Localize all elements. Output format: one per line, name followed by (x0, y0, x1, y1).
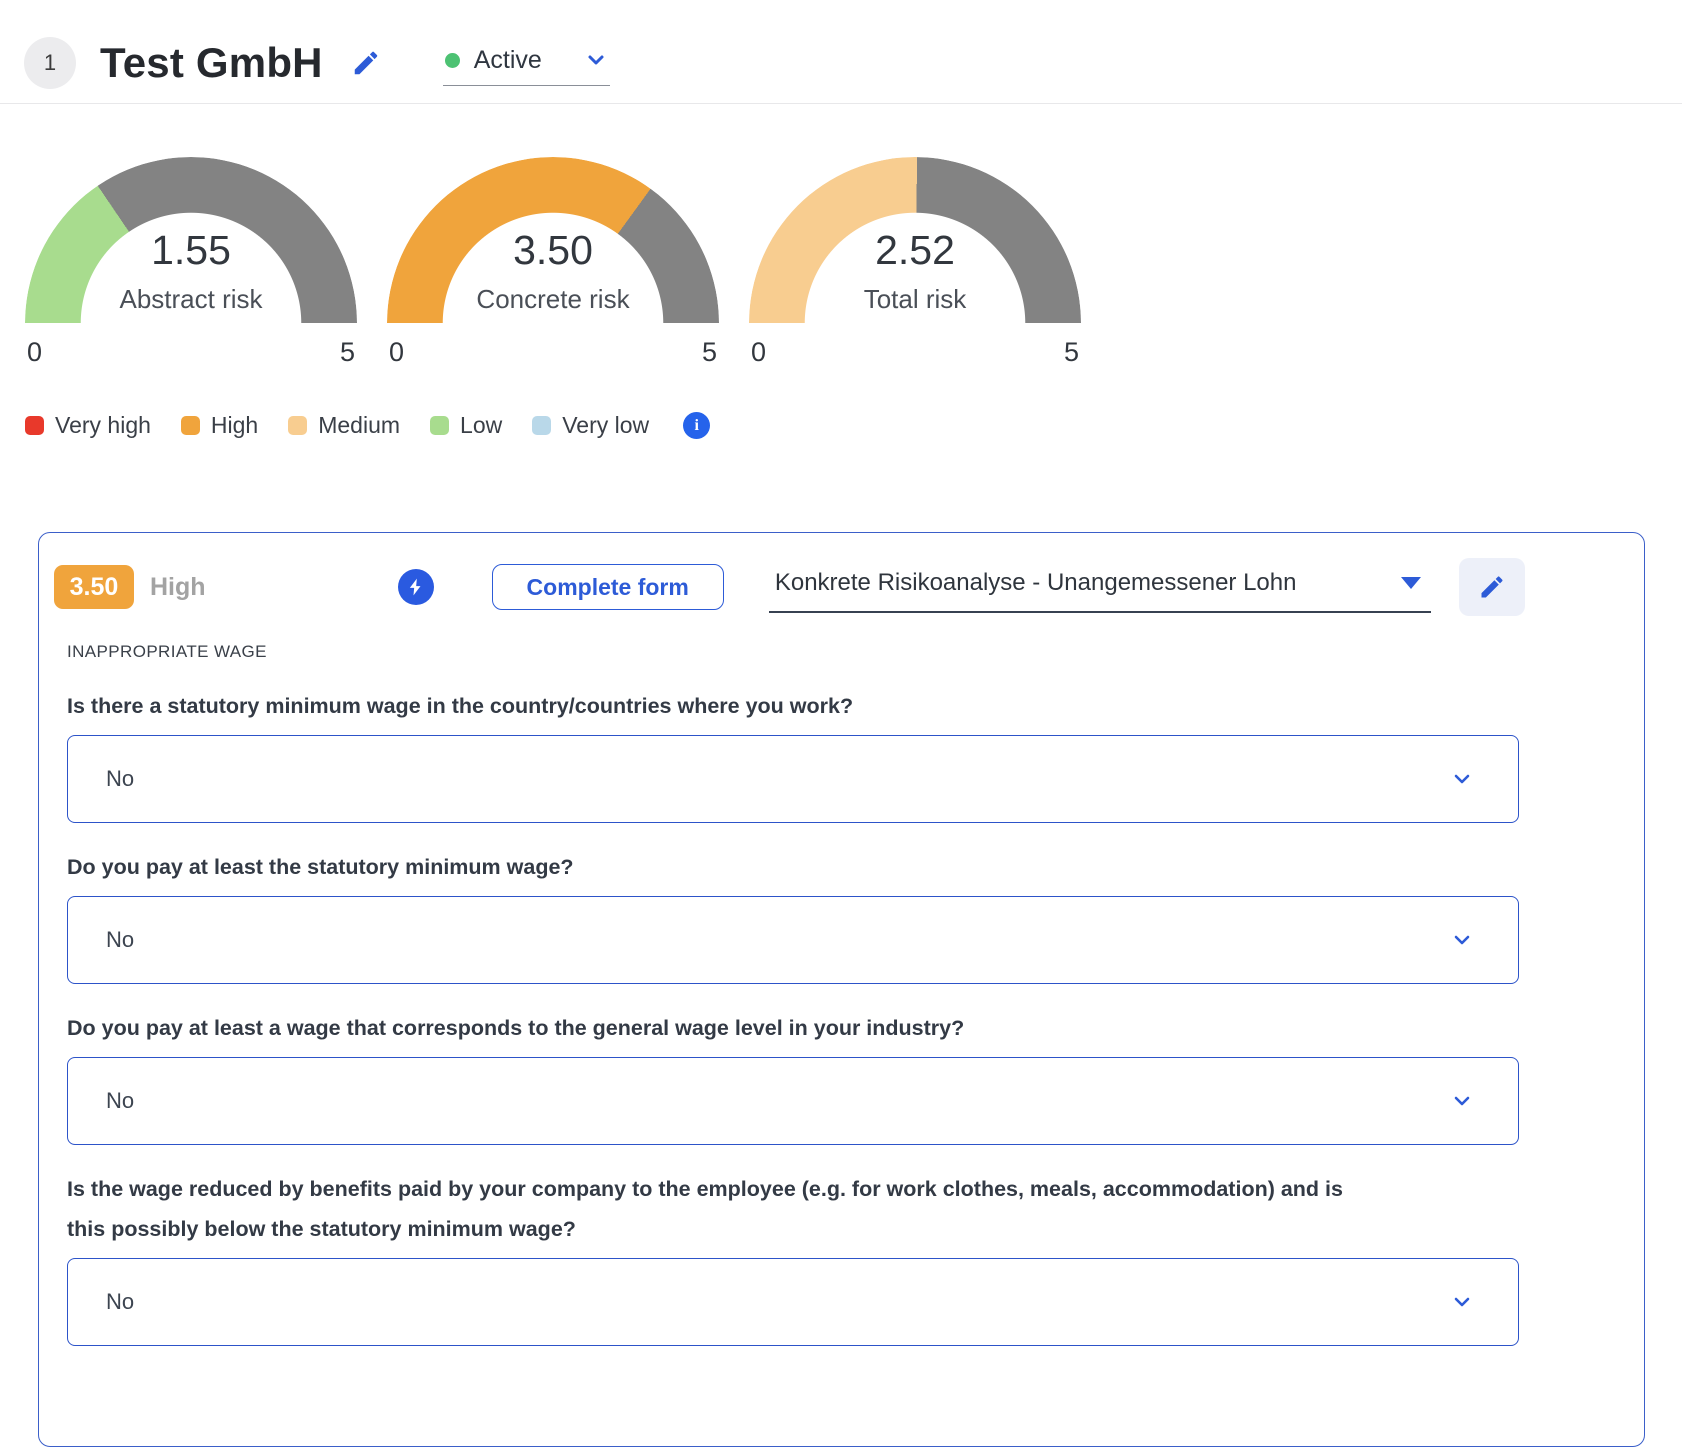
lightning-icon (406, 577, 426, 597)
answer-select-2[interactable]: No (67, 895, 1519, 984)
gauge-max-tick: 5 (1063, 337, 1079, 367)
answer-select-3[interactable]: No (67, 1056, 1519, 1145)
gauge-arc (25, 157, 357, 323)
analysis-select-value: Konkrete Risikoanalyse - Unangemessener … (774, 569, 1297, 596)
index-badge: 1 (24, 36, 76, 89)
answer-select-4[interactable]: No (67, 1258, 1519, 1347)
edit-title-button[interactable] (351, 48, 381, 78)
gauge-abstract-risk: 1.55 Abstract risk 0 5 (25, 157, 357, 368)
question-block: Do you pay at least the statutory minimu… (67, 847, 1519, 984)
gauge-min-tick: 0 (751, 337, 767, 367)
status-select[interactable]: Active (442, 40, 610, 86)
legend-item-very-low: Very low (532, 412, 649, 439)
page-header: 1 Test GmbH Active (0, 0, 1682, 103)
status-dot (444, 52, 460, 68)
chevron-down-icon (1454, 1096, 1470, 1105)
legend-label: High (210, 412, 259, 438)
gauge-total-risk: 2.52 Total risk 0 5 (749, 157, 1081, 368)
gauge-arc (749, 157, 1081, 323)
complete-form-button[interactable]: Complete form (491, 564, 724, 610)
risk-form-card: 3.50 High Complete form Konkrete Risikoa… (38, 532, 1645, 1447)
gauge-max-tick: 5 (339, 337, 355, 367)
score-level-label: High (150, 572, 206, 601)
chevron-down-icon (1454, 1297, 1470, 1307)
legend-label: Low (460, 412, 503, 438)
answer-value: No (106, 1289, 135, 1315)
chevron-down-icon (1454, 935, 1470, 944)
question-label: Is the wage reduced by benefits paid by … (67, 1176, 1343, 1242)
card-header: 3.50 High Complete form Konkrete Risikoa… (54, 558, 1629, 616)
edit-form-button[interactable] (1458, 558, 1525, 616)
legend-swatch (180, 416, 200, 435)
page-title: Test GmbH (100, 38, 323, 86)
legend-swatch (25, 416, 44, 435)
question-label: Is there a statutory minimum wage in the… (67, 694, 854, 718)
legend-item-medium: Medium (288, 412, 400, 439)
legend-label: Very high (55, 412, 151, 438)
quick-action-button[interactable] (397, 569, 434, 605)
caret-down-icon (1400, 577, 1421, 589)
legend-item-low: Low (430, 412, 502, 439)
question-block: Do you pay at least a wage that correspo… (67, 1008, 1519, 1145)
answer-select-1[interactable]: No (67, 734, 1519, 823)
pencil-icon (1478, 573, 1506, 601)
risk-legend: Very high High Medium Low Very low i (25, 412, 1682, 439)
header-divider (0, 103, 1682, 104)
legend-swatch (430, 416, 450, 435)
question-block: Is there a statutory minimum wage in the… (67, 686, 1519, 823)
legend-item-high: High (180, 412, 259, 439)
gauge-max-tick: 5 (701, 337, 717, 367)
legend-label: Very low (562, 412, 650, 438)
info-icon[interactable]: i (683, 412, 711, 439)
status-label: Active (473, 45, 542, 74)
gauge-concrete-risk: 3.50 Concrete risk 0 5 (387, 157, 719, 368)
question-label: Do you pay at least a wage that correspo… (67, 1015, 965, 1040)
answer-value: No (106, 926, 135, 952)
gauge-min-tick: 0 (27, 337, 43, 367)
question-label: Do you pay at least the statutory minimu… (67, 854, 574, 879)
legend-swatch (288, 416, 308, 435)
score-badge: 3.50 (54, 565, 134, 609)
section-title: INAPPROPRIATE WAGE (67, 642, 267, 661)
legend-label: Medium (318, 412, 401, 438)
pencil-icon (351, 48, 381, 78)
legend-swatch (532, 416, 552, 435)
question-block: Is the wage reduced by benefits paid by … (67, 1169, 1519, 1347)
analysis-select[interactable]: Konkrete Risikoanalyse - Unangemessener … (768, 561, 1431, 613)
questions: Is there a statutory minimum wage in the… (67, 686, 1519, 1347)
chevron-down-icon (588, 55, 604, 65)
answer-value: No (106, 1087, 135, 1113)
answer-value: No (106, 765, 135, 791)
gauge-min-tick: 0 (389, 337, 405, 367)
legend-item-very-high: Very high (25, 412, 151, 439)
risk-gauges: 1.55 Abstract risk 0 5 3.50 Concrete ris… (25, 157, 1682, 368)
gauge-arc (387, 157, 719, 323)
chevron-down-icon (1454, 774, 1470, 784)
